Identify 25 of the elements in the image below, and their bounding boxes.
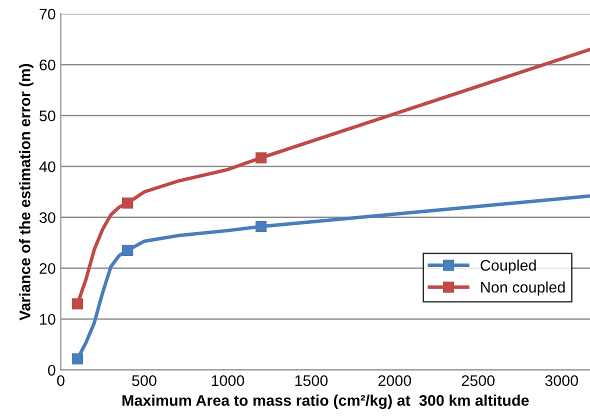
legend-label: Coupled (480, 260, 536, 274)
y-tick-label: 20 (40, 263, 56, 274)
y-tick-label: 60 (40, 60, 56, 70)
y-tick-label: 0 (48, 364, 56, 376)
y-tick-label: 40 (39, 161, 56, 172)
y-tick-label: 10 (40, 314, 56, 325)
y-axis-title: Variance of the estimation error (m) (19, 64, 34, 320)
point (256, 220, 267, 232)
x-tick-label: 1500 (295, 375, 328, 386)
x-tick-label: 0 (57, 375, 64, 386)
point (122, 244, 134, 256)
x-tick-label: 1000 (212, 375, 244, 386)
x-axis-title: Maximum Area to mass ratio (cm²/kg) at 300 km altitude (122, 394, 529, 409)
y-tick-label: 30 (40, 212, 56, 224)
x-tick-label: 2500 (462, 375, 495, 386)
y-tick-label: 70 (40, 8, 56, 20)
x-tick-label: 3000 (545, 375, 578, 386)
legend-label: Non coupled (481, 281, 565, 296)
point (256, 152, 267, 164)
y-tick-label: 50 (40, 110, 56, 122)
x-tick-label: 2000 (378, 375, 412, 386)
point (72, 353, 84, 364)
point (72, 298, 84, 310)
x-tick-label: 500 (132, 375, 156, 386)
point (122, 198, 134, 209)
